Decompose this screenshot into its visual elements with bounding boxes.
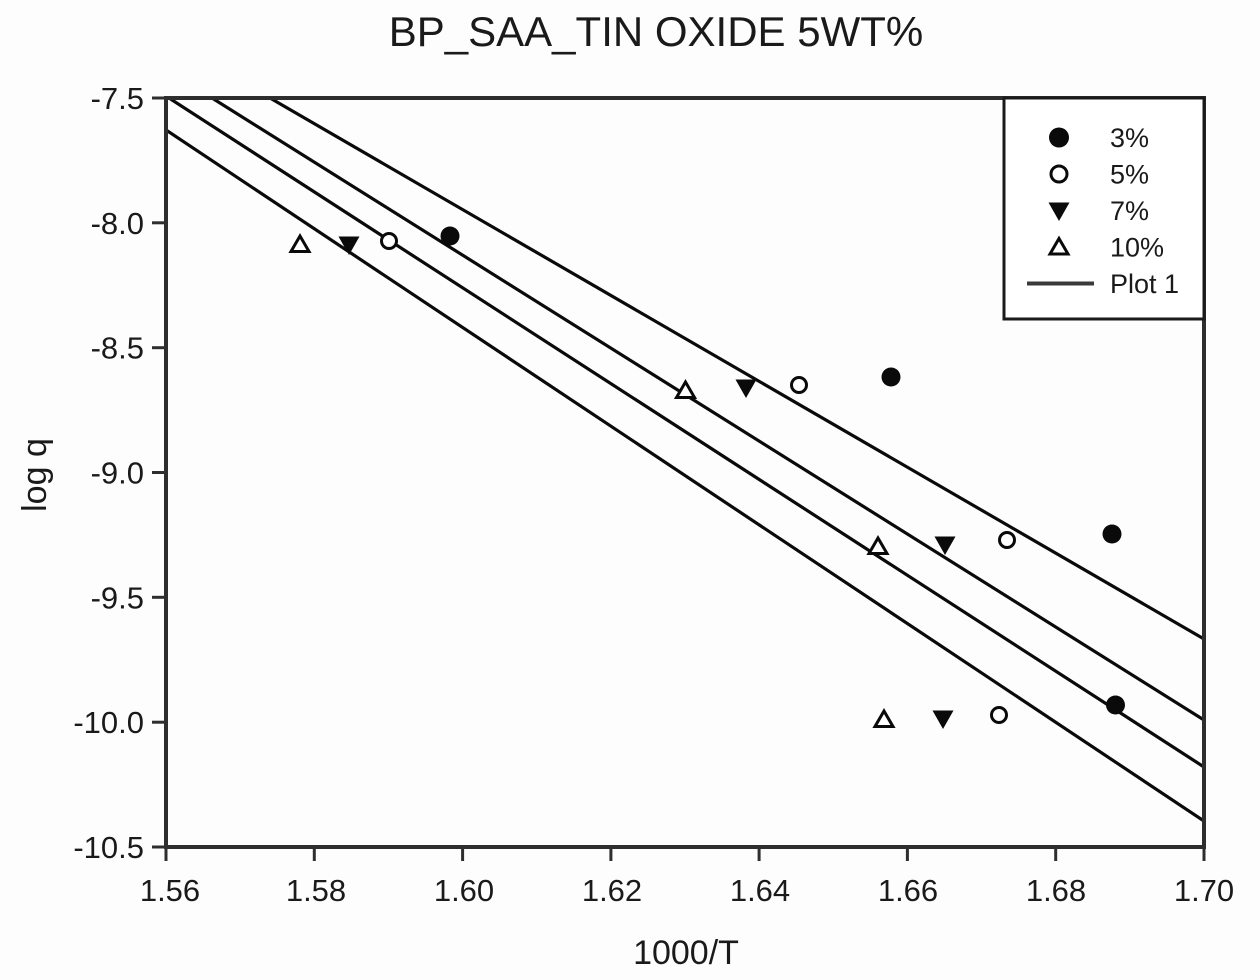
svg-text:-9.0: -9.0	[91, 456, 144, 491]
svg-text:1.68: 1.68	[1026, 873, 1086, 908]
svg-text:-8.0: -8.0	[91, 206, 144, 241]
svg-text:log q: log q	[16, 438, 54, 512]
svg-text:1.62: 1.62	[582, 873, 642, 908]
svg-text:1.58: 1.58	[286, 873, 346, 908]
svg-text:1.64: 1.64	[730, 873, 790, 908]
svg-text:7%: 7%	[1110, 196, 1149, 226]
svg-text:1.60: 1.60	[434, 873, 494, 908]
svg-text:Plot 1: Plot 1	[1110, 269, 1179, 299]
svg-text:5%: 5%	[1110, 160, 1149, 190]
svg-text:1000/T: 1000/T	[633, 934, 739, 972]
svg-text:10%: 10%	[1110, 233, 1164, 263]
svg-text:1.70: 1.70	[1174, 873, 1234, 908]
svg-text:1.56: 1.56	[140, 873, 200, 908]
svg-text:3%: 3%	[1110, 123, 1149, 153]
svg-text:BP_SAA_TIN OXIDE 5WT%: BP_SAA_TIN OXIDE 5WT%	[389, 8, 923, 55]
svg-text:-7.5: -7.5	[91, 81, 144, 116]
svg-text:-10.5: -10.5	[73, 830, 144, 865]
svg-text:1.66: 1.66	[878, 873, 938, 908]
svg-text:-8.5: -8.5	[91, 331, 144, 366]
svg-text:-9.5: -9.5	[91, 580, 144, 615]
svg-text:-10.0: -10.0	[73, 705, 144, 740]
